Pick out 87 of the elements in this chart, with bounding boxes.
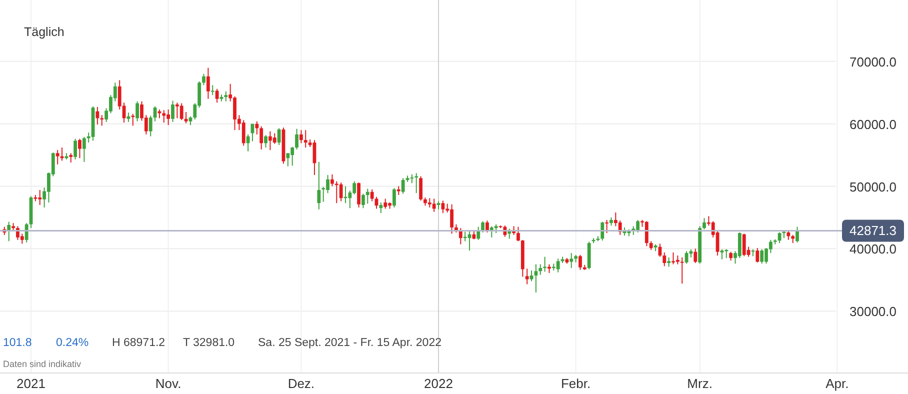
y-tick-label: 50000.0 xyxy=(850,179,896,194)
candlestick xyxy=(100,114,104,126)
y-tick-label: 40000.0 xyxy=(850,242,896,257)
x-tick-label: Apr. xyxy=(826,376,849,391)
candlestick xyxy=(24,222,28,243)
candlestick xyxy=(525,268,529,285)
candlestick xyxy=(570,252,574,269)
candlestick xyxy=(481,220,484,233)
candlestick xyxy=(680,256,684,284)
candlestick xyxy=(374,196,378,210)
candlestick xyxy=(131,113,135,126)
annotation: H 68971.2 xyxy=(112,337,166,349)
annotation: Daten sind indikativ xyxy=(3,359,82,369)
annotation: T 32981.0 xyxy=(183,337,235,349)
candlestick xyxy=(242,120,246,146)
candlestick xyxy=(260,126,264,150)
candlestick xyxy=(384,198,388,210)
candlestick xyxy=(742,233,746,257)
candlestick xyxy=(556,258,560,273)
candlestick xyxy=(720,248,724,260)
candlestick xyxy=(210,84,214,96)
candlestick xyxy=(486,220,489,233)
candlestick xyxy=(760,248,764,264)
candlestick xyxy=(272,132,276,144)
candlestick xyxy=(136,100,140,122)
candlestick xyxy=(401,178,405,194)
candlestick xyxy=(317,161,321,210)
candlestick xyxy=(432,198,436,212)
y-tick-label: 30000.0 xyxy=(850,304,896,320)
candlestick xyxy=(330,174,334,187)
candlestick xyxy=(206,67,210,100)
candlestick xyxy=(605,219,609,234)
candlestick xyxy=(96,106,100,125)
y-tick-label: 60000.0 xyxy=(850,116,896,132)
candlestick xyxy=(264,134,268,148)
candlestick xyxy=(419,176,422,202)
candlestick xyxy=(578,254,582,270)
candlestick xyxy=(162,110,166,124)
candlestick xyxy=(295,128,298,150)
text: Täglich xyxy=(24,25,64,39)
candlestick xyxy=(756,248,760,263)
candlestick xyxy=(78,138,82,159)
candlestick xyxy=(224,90,228,102)
candlestick xyxy=(796,226,799,243)
annotation: 101.8 xyxy=(3,337,32,349)
candlestick xyxy=(56,150,60,165)
candlestick xyxy=(778,232,782,244)
candlestick xyxy=(74,138,77,160)
candlestick xyxy=(82,136,86,162)
candlestick xyxy=(370,188,374,202)
candlestick xyxy=(702,218,706,230)
x-tick-label: 2021 xyxy=(16,376,46,391)
candlestick xyxy=(379,202,383,214)
candlestick xyxy=(180,102,184,121)
y-tick-label: 70000.0 xyxy=(850,54,896,70)
candlestick xyxy=(662,252,666,267)
candlestick xyxy=(202,73,206,86)
candlestick xyxy=(441,200,445,214)
candlestick xyxy=(538,264,542,276)
x-tick-label: Febr. xyxy=(560,376,591,391)
candlestick xyxy=(148,115,152,137)
candlestick xyxy=(171,100,174,122)
annotation: 0.24% xyxy=(56,337,89,349)
candlestick xyxy=(339,182,343,202)
annotation: Sa. 25 Sept. 2021 - Fr. 15 Apr. 2022 xyxy=(258,337,442,349)
candlestick xyxy=(126,112,130,122)
x-tick-label: Mrz. xyxy=(687,376,712,391)
candlestick xyxy=(600,221,604,242)
candlestick xyxy=(357,182,360,208)
candlestick xyxy=(366,188,370,204)
candlestick xyxy=(362,193,365,209)
candlestick xyxy=(304,130,308,148)
x-tick-label: Dez. xyxy=(288,376,315,391)
candlestick xyxy=(534,264,538,293)
candlestick xyxy=(667,256,671,268)
candlestick xyxy=(392,188,396,208)
candlestick xyxy=(694,248,698,264)
x-tick-label: 2022 xyxy=(424,376,453,391)
candlestick xyxy=(69,152,73,164)
x-tick-label: Nov. xyxy=(155,376,182,391)
candlestick xyxy=(738,232,742,259)
candlestick xyxy=(255,120,259,135)
candlestick xyxy=(516,226,520,242)
candlestick xyxy=(299,130,303,144)
candlestick xyxy=(530,270,534,282)
candlestick xyxy=(684,250,688,264)
ref-line-label: 42871.3 xyxy=(850,223,896,238)
